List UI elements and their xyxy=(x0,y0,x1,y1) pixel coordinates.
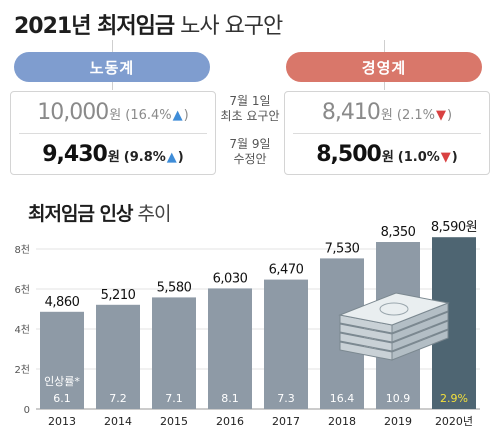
initial-proposal-label: 최초 요구안 xyxy=(220,109,280,123)
increase-rate-label: 7.3 xyxy=(277,392,295,405)
bar xyxy=(152,297,196,409)
labor-revised-value: 9,430 xyxy=(42,142,108,167)
management-initial-row: 8,410 원 (2.1% ▼ ) xyxy=(285,92,489,132)
bar-value-label: 6,030 xyxy=(213,271,248,286)
increase-rate-label: 10.9 xyxy=(386,392,411,405)
bar xyxy=(208,288,252,409)
y-tick-label: 4천 xyxy=(14,324,30,336)
x-tick-label: 2015 xyxy=(160,415,188,428)
increase-rate-label: 6.1 xyxy=(53,392,71,405)
page-title: 2021년 최저임금 노사 요구안 xyxy=(14,8,283,39)
management-initial-unit: 원 xyxy=(380,108,393,123)
management-revised-close: ) xyxy=(451,150,458,165)
labor-initial-change: (16.4% xyxy=(125,108,172,123)
x-tick-label: 2016 xyxy=(216,415,244,428)
money-stack-icon xyxy=(338,292,450,361)
arrow-up-icon: ▲ xyxy=(172,108,183,123)
panel-divider xyxy=(293,133,481,134)
labor-label-pill: 노동계 xyxy=(14,52,210,82)
management-revised-value: 8,500 xyxy=(316,142,382,167)
increase-rate-label: 2.9% xyxy=(440,392,468,405)
labor-initial-row: 10,000 원 (16.4% ▲ ) xyxy=(11,92,215,132)
increase-rate-label: 16.4 xyxy=(330,392,355,405)
labor-initial-unit: 원 xyxy=(109,108,122,123)
increase-rate-label: 7.1 xyxy=(165,392,183,405)
title-sub: 노사 요구안 xyxy=(180,14,283,39)
panel-divider xyxy=(19,133,207,134)
arrow-down-icon: ▼ xyxy=(440,150,451,165)
x-tick-label: 2014 xyxy=(104,415,132,428)
bar-value-label: 7,530 xyxy=(325,241,360,256)
bar-value-label: 8,590원 xyxy=(431,220,477,235)
bar xyxy=(40,311,84,409)
chart-title-main: 최저임금 인상 xyxy=(28,203,133,225)
initial-proposal-caption: 7월 1일 최초 요구안 xyxy=(216,94,284,124)
labor-revised-close: ) xyxy=(177,150,184,165)
bar-value-label: 6,470 xyxy=(269,263,304,278)
chart-title-suffix: 추이 xyxy=(137,203,172,225)
x-tick-label: 2019 xyxy=(384,415,412,428)
x-tick-label: 2017 xyxy=(272,415,300,428)
x-tick-label: 2018 xyxy=(328,415,356,428)
labor-proposal-panel: 10,000 원 (16.4% ▲ ) 9,430 원 (9.8% ▲ ) xyxy=(10,91,216,175)
x-tick-label: 2020년 xyxy=(435,415,473,428)
y-tick-label: 2천 xyxy=(14,364,30,376)
y-tick-label: 0 xyxy=(24,405,30,416)
title-main: 2021년 최저임금 xyxy=(14,14,175,39)
arrow-down-icon: ▼ xyxy=(435,108,446,123)
bar-value-label: 8,350 xyxy=(381,225,416,240)
labor-revised-change: (9.8% xyxy=(123,150,166,165)
x-tick-label: 2013 xyxy=(48,415,76,428)
management-proposal-panel: 8,410 원 (2.1% ▼ ) 8,500 원 (1.0% ▼ ) xyxy=(284,91,490,175)
revised-proposal-label: 수정안 xyxy=(233,152,267,166)
y-tick-label: 6천 xyxy=(14,284,30,296)
revised-proposal-date: 7월 9일 xyxy=(229,137,271,151)
increase-rate-title: 인상률* xyxy=(44,375,80,388)
management-revised-unit: 원 xyxy=(381,150,394,165)
management-label-pill: 경영계 xyxy=(286,52,482,82)
revised-proposal-caption: 7월 9일 수정안 xyxy=(216,137,284,167)
increase-rate-label: 7.2 xyxy=(109,392,127,405)
bar-value-label: 5,580 xyxy=(157,280,192,295)
labor-revised-unit: 원 xyxy=(107,150,120,165)
bar xyxy=(96,304,140,409)
arrow-up-icon: ▲ xyxy=(166,150,177,165)
bar-value-label: 4,860 xyxy=(45,295,80,310)
labor-revised-row: 9,430 원 (9.8% ▲ ) xyxy=(11,134,215,174)
management-initial-change: (2.1% xyxy=(396,108,435,123)
y-tick-label: 8천 xyxy=(14,244,30,256)
bar xyxy=(264,279,308,409)
bar-value-label: 5,210 xyxy=(101,288,136,303)
labor-initial-close: ) xyxy=(183,108,189,123)
management-revised-row: 8,500 원 (1.0% ▼ ) xyxy=(285,134,489,174)
chart-title: 최저임금 인상 추이 xyxy=(28,199,172,225)
labor-initial-value: 10,000 xyxy=(37,100,109,125)
management-initial-close: ) xyxy=(446,108,453,123)
management-revised-change: (1.0% xyxy=(397,150,440,165)
management-initial-value: 8,410 xyxy=(321,100,381,125)
increase-rate-label: 8.1 xyxy=(221,392,239,405)
initial-proposal-date: 7월 1일 xyxy=(229,94,271,108)
